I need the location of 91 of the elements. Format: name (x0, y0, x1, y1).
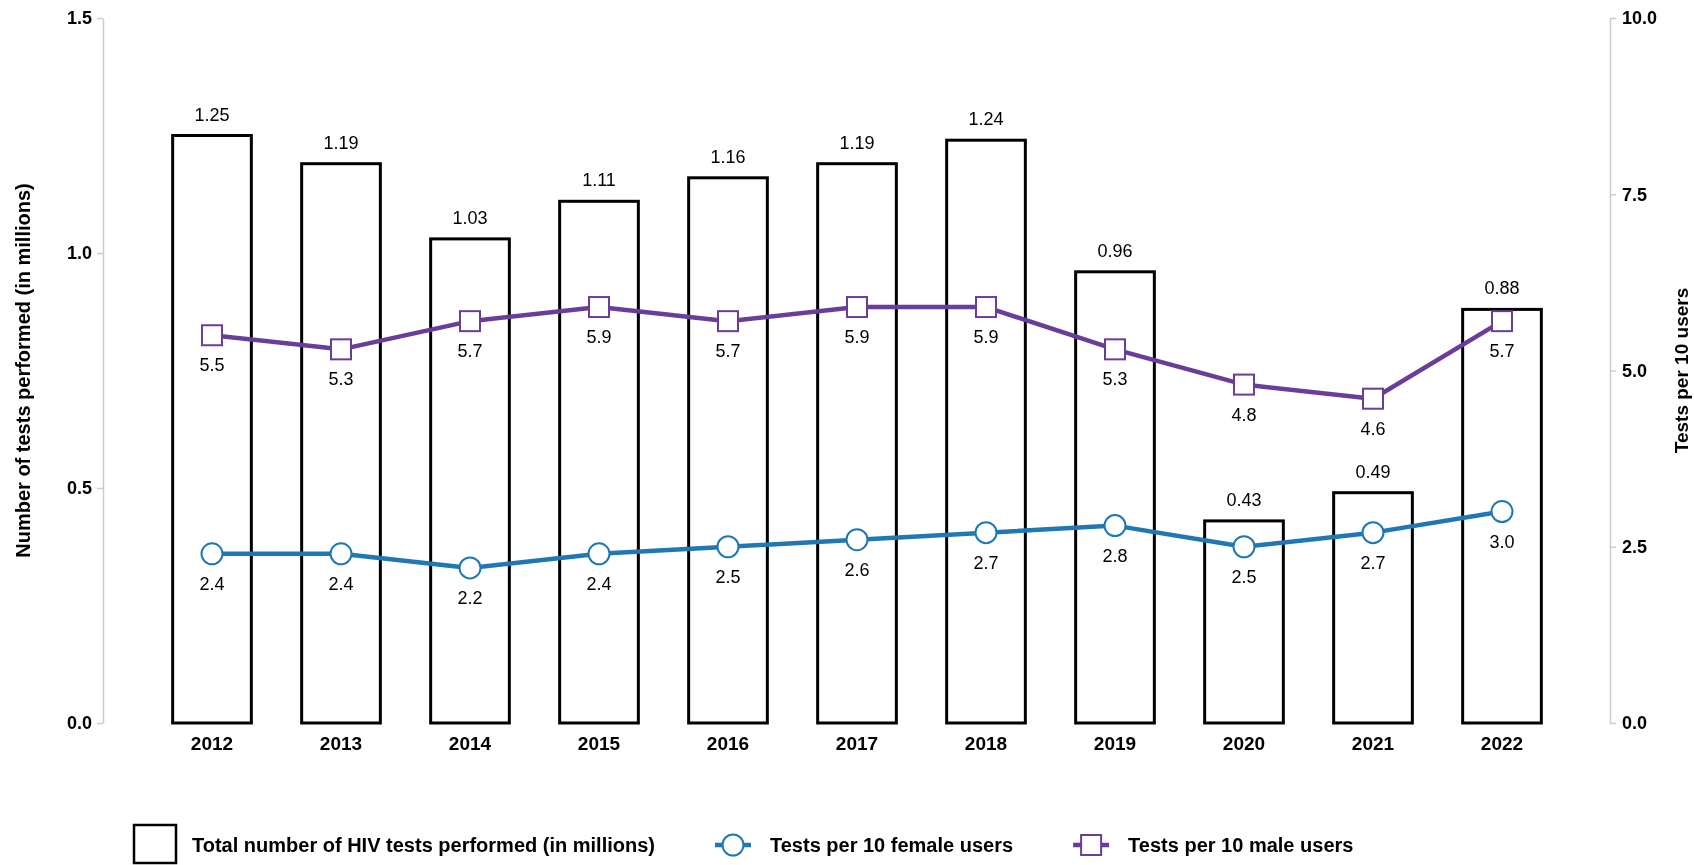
x-tick-label: 2016 (706, 733, 750, 755)
y-tick-label: 0.5 (66, 478, 92, 499)
data-label: 2.4 (328, 573, 354, 594)
data-label: 0.49 (1355, 461, 1391, 482)
legend-label: Tests per 10 female users (770, 834, 1014, 856)
data-label: 1.19 (839, 132, 875, 153)
data-label: 4.6 (1360, 418, 1386, 439)
point (200, 542, 224, 566)
y2-tick-label: 7.5 (1622, 184, 1648, 205)
x-tick-label: 2013 (319, 733, 363, 755)
bar (1203, 519, 1285, 725)
data-label: 2.4 (199, 573, 225, 594)
legend-label: Tests per 10 male users (1128, 834, 1354, 856)
data-label: 2.6 (844, 559, 870, 580)
point (1361, 521, 1385, 545)
bar (1332, 491, 1414, 725)
point (1362, 387, 1384, 410)
y2-tick-label: 2.5 (1622, 537, 1648, 558)
data-label: 1.19 (323, 132, 359, 153)
y-axis-title: Number of tests performed (in millions) (12, 183, 34, 558)
data-label: 0.43 (1226, 489, 1262, 510)
bar (171, 134, 253, 725)
x-tick-label: 2022 (1480, 733, 1524, 755)
bar (945, 138, 1027, 725)
bar (429, 237, 511, 725)
y2-axis-title: Tests per 10 users (1670, 287, 1692, 454)
bar (1461, 307, 1543, 725)
data-label: 2.5 (1231, 566, 1257, 587)
x-tick-label: 2020 (1222, 733, 1266, 755)
data-label: 1.03 (452, 207, 488, 228)
data-label: 2.4 (586, 573, 612, 594)
y2-tick-label: 5.0 (1622, 360, 1648, 381)
y-tick-label: 0.0 (66, 713, 92, 734)
point (1233, 373, 1255, 396)
data-label: 5.7 (715, 341, 741, 362)
data-label: 5.9 (973, 327, 999, 348)
point (717, 310, 739, 333)
x-tick-label: 2012 (190, 733, 234, 755)
data-label: 2.7 (1360, 552, 1386, 573)
data-label: 5.3 (1102, 369, 1128, 390)
data-label: 2.8 (1102, 545, 1128, 566)
legend-label: Total number of HIV tests performed (in millions) (192, 834, 655, 856)
point (1104, 338, 1126, 361)
x-tick-label: 2017 (835, 733, 879, 755)
bar (1074, 270, 1156, 725)
point (846, 296, 868, 319)
bar (300, 162, 382, 725)
data-label: 0.88 (1484, 278, 1520, 299)
point (974, 521, 998, 545)
data-label: 5.7 (457, 341, 483, 362)
x-tick-label: 2015 (577, 733, 621, 755)
point (1103, 514, 1127, 538)
data-label: 1.25 (194, 104, 230, 125)
point (1490, 500, 1514, 523)
data-label: 2.5 (715, 566, 741, 587)
data-label: 2.7 (973, 552, 999, 573)
y-tick-label: 1.0 (66, 243, 92, 264)
y2-tick-label: 0.0 (1622, 713, 1648, 734)
y-tick-label: 1.5 (66, 8, 92, 29)
bar (816, 162, 898, 725)
point (845, 528, 869, 552)
data-label: 4.8 (1231, 404, 1257, 425)
point (201, 324, 223, 347)
data-label: 1.11 (582, 170, 616, 191)
data-label: 5.3 (328, 369, 354, 390)
x-tick-label: 2021 (1351, 733, 1395, 755)
point (1491, 310, 1513, 333)
x-tick-label: 2019 (1093, 733, 1137, 755)
point (330, 338, 352, 361)
x-tick-label: 2018 (964, 733, 1008, 755)
point (588, 296, 610, 319)
point (459, 310, 481, 333)
bar (687, 176, 769, 725)
data-label: 0.96 (1097, 240, 1133, 261)
point (1232, 535, 1256, 559)
data-label: 5.5 (199, 355, 225, 376)
point (716, 535, 740, 559)
bar (558, 199, 640, 725)
data-label: 3.0 (1489, 531, 1515, 552)
y2-tick-label: 10.0 (1622, 8, 1658, 29)
point (458, 556, 482, 580)
point (587, 542, 611, 566)
data-label: 5.9 (844, 327, 870, 348)
data-label: 5.9 (586, 327, 612, 348)
data-label: 1.16 (710, 146, 746, 167)
point (329, 542, 353, 566)
point (975, 296, 997, 319)
x-tick-label: 2014 (448, 733, 492, 755)
data-label: 5.7 (1489, 341, 1515, 362)
data-label: 1.24 (968, 109, 1004, 130)
data-label: 2.2 (457, 587, 483, 608)
